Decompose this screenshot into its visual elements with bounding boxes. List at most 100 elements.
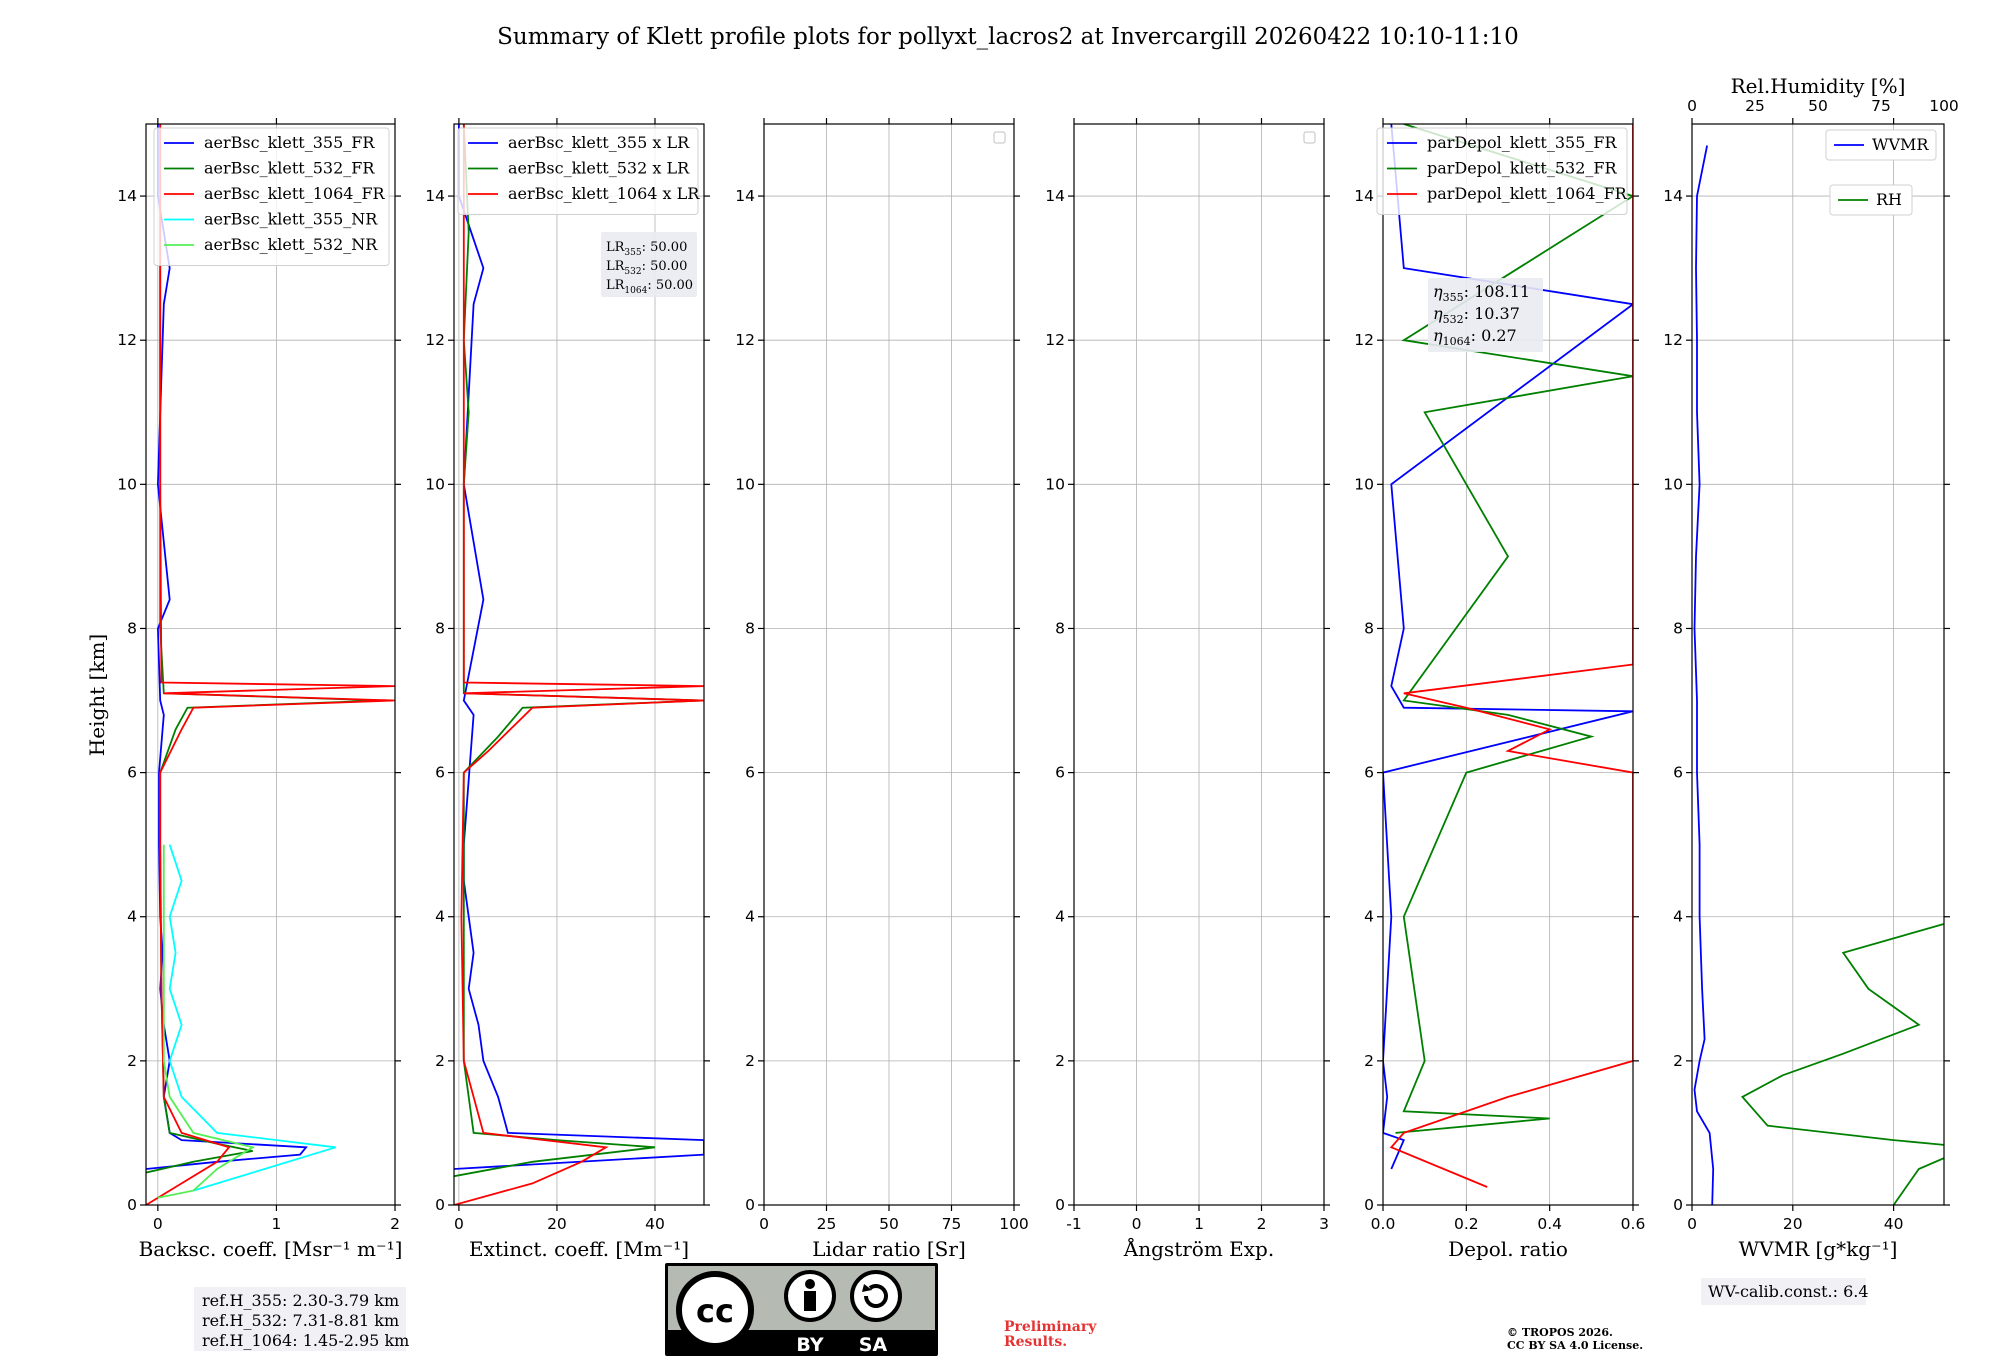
x-axis-label: Backsc. coeff. [Msr⁻¹ m⁻¹] bbox=[139, 1237, 403, 1261]
legend-label: parDepol_klett_1064_FR bbox=[1427, 184, 1628, 203]
x-axis-label: Depol. ratio bbox=[1448, 1237, 1568, 1261]
y-tick-label: 8 bbox=[745, 619, 755, 637]
series-line-aerBsc_klett_355_NR bbox=[168, 844, 336, 1192]
y-tick-label: 12 bbox=[735, 331, 755, 349]
x-tick-label: 0 bbox=[153, 1215, 163, 1233]
value: : 50.00 bbox=[642, 240, 688, 255]
y-tick-label: 4 bbox=[435, 908, 445, 926]
series-line-WVMR bbox=[1693, 145, 1715, 1205]
x-tick-label: 50 bbox=[879, 1215, 899, 1233]
y-tick-label: 6 bbox=[1673, 764, 1683, 782]
top-x-tick-label: 50 bbox=[1808, 97, 1828, 115]
symbol: LR bbox=[606, 278, 626, 293]
x-axis-label: WVMR [g*kg⁻¹] bbox=[1739, 1237, 1898, 1261]
panel-wvmr: 0 2 4 6 8 10 12 14 0 20 40 WVMR [g*kg⁻¹] 0 25 50 75 100 R… bbox=[1663, 74, 1959, 1261]
wv-calib-box: WV-calib.const.: 6.4 bbox=[1701, 1278, 1869, 1305]
legend-label: aerBsc_klett_532 x LR bbox=[508, 159, 690, 178]
x-tick-label: 0.4 bbox=[1537, 1215, 1562, 1233]
y-tick-label: 4 bbox=[1364, 908, 1374, 926]
series-line-parDepol_klett_532_FR bbox=[1395, 124, 1633, 1134]
y-tick-label: 8 bbox=[1364, 619, 1374, 637]
legend-box bbox=[153, 127, 390, 266]
y-tick-label: 2 bbox=[1673, 1052, 1683, 1070]
legend-label: aerBsc_klett_1064 x LR bbox=[508, 184, 700, 203]
y-tick-label: 12 bbox=[425, 331, 445, 349]
y-tick-label: 6 bbox=[1364, 764, 1374, 782]
empty-legend-box bbox=[1303, 131, 1316, 144]
ref-height-box: ref.H_355: 2.30-3.79 km ref.H_532: 7.31-… bbox=[194, 1287, 409, 1351]
x-tick-label: 1 bbox=[271, 1215, 281, 1233]
value: : 50.00 bbox=[642, 259, 688, 274]
x-tick-label: 25 bbox=[817, 1215, 837, 1233]
legend-label: parDepol_klett_532_FR bbox=[1427, 159, 1618, 178]
y-tick-label: 0 bbox=[1673, 1196, 1683, 1214]
series-group bbox=[146, 124, 395, 1205]
x-tick-label: 100 bbox=[999, 1215, 1029, 1233]
y-tick-label: 0 bbox=[1055, 1196, 1065, 1214]
y-tick-label: 4 bbox=[745, 908, 755, 926]
subscript: 532 bbox=[624, 267, 641, 277]
legend-box bbox=[1376, 127, 1628, 215]
x-tick-label: 3 bbox=[1319, 1215, 1329, 1233]
ref-height-532: ref.H_532: 7.31-8.81 km bbox=[202, 1311, 399, 1330]
axes-frame bbox=[1382, 123, 1634, 1206]
lr-box bbox=[601, 232, 697, 297]
copyright-line-2: CC BY SA 4.0 License. bbox=[1507, 1339, 1643, 1352]
y-tick-label: 10 bbox=[1045, 475, 1065, 493]
value: : 50.00 bbox=[647, 278, 693, 293]
cc-license-badge: cc BY SA bbox=[665, 1263, 938, 1356]
x-tick-label: -1 bbox=[1066, 1215, 1081, 1233]
preliminary-line-2: Results. bbox=[1004, 1334, 1067, 1350]
lr-entry: LR1064: 50.00 bbox=[606, 278, 693, 296]
y-tick-label: 10 bbox=[1354, 475, 1374, 493]
y-tick-label: 8 bbox=[435, 619, 445, 637]
by-label: BY bbox=[796, 1334, 823, 1356]
y-tick-label: 14 bbox=[1354, 187, 1374, 205]
y-tick-label: 0 bbox=[127, 1196, 137, 1214]
empty-legend-box bbox=[993, 131, 1006, 144]
y-tick-label: 14 bbox=[1045, 187, 1065, 205]
preliminary-line-1: Preliminary bbox=[1004, 1319, 1097, 1335]
y-tick-label: 2 bbox=[745, 1052, 755, 1070]
legend-box bbox=[1825, 129, 1937, 161]
wv-calib-const: WV-calib.const.: 6.4 bbox=[1708, 1282, 1869, 1301]
series-group bbox=[454, 124, 704, 1205]
y-axis-label: Height [km] bbox=[85, 634, 109, 756]
subscript: 355 bbox=[1443, 291, 1464, 304]
y-tick-label: 4 bbox=[127, 908, 137, 926]
symbol: LR bbox=[606, 259, 626, 274]
panel-depol: 0 2 4 6 8 10 12 14 0.0 0.2 0.4 0.6 Depol. ratio parDe… bbox=[1354, 118, 1645, 1261]
y-tick-label: 14 bbox=[425, 187, 445, 205]
x-axis-label: Extinct. coeff. [Mm⁻¹] bbox=[469, 1237, 689, 1261]
x-tick-label: 2 bbox=[390, 1215, 400, 1233]
y-tick-label: 4 bbox=[1055, 908, 1065, 926]
axes-frame bbox=[453, 123, 705, 1206]
y-tick-label: 8 bbox=[1673, 619, 1683, 637]
symbol: η bbox=[1433, 326, 1443, 345]
y-tick-label: 12 bbox=[1045, 331, 1065, 349]
series-line-aerBsc_klett_355_FR bbox=[146, 124, 308, 1170]
x-tick-label: 0.6 bbox=[1621, 1215, 1646, 1233]
legend-box bbox=[1829, 184, 1913, 216]
x-tick-label: 1 bbox=[1194, 1215, 1204, 1233]
y-tick-label: 0 bbox=[1364, 1196, 1374, 1214]
legend-label: aerBsc_klett_355 x LR bbox=[508, 133, 690, 152]
x-tick-label: 40 bbox=[645, 1215, 665, 1233]
x-tick-label: 75 bbox=[942, 1215, 962, 1233]
top-x-tick-label: 100 bbox=[1929, 97, 1959, 115]
x-axis-label: Ångström Exp. bbox=[1123, 1236, 1274, 1261]
eta-box bbox=[1428, 278, 1543, 352]
legend-label: RH bbox=[1876, 190, 1902, 209]
panel-lidar-ratio: 0 2 4 6 8 10 12 14 0 25 50 75 100 Lidar ratio [Sr] bbox=[735, 118, 1029, 1261]
legend-label: aerBsc_klett_355_FR bbox=[204, 133, 375, 152]
x-axis-label: Lidar ratio [Sr] bbox=[812, 1237, 966, 1261]
axes-frame bbox=[145, 123, 396, 1206]
legend-label: aerBsc_klett_532_FR bbox=[204, 159, 375, 178]
series-line-RH bbox=[1740, 922, 1944, 1205]
y-tick-label: 14 bbox=[1663, 187, 1683, 205]
value: : 0.27 bbox=[1471, 326, 1517, 345]
x-tick-label: 2 bbox=[1257, 1215, 1267, 1233]
series-line-aerBsc_klett_1064_FR bbox=[146, 124, 395, 1205]
